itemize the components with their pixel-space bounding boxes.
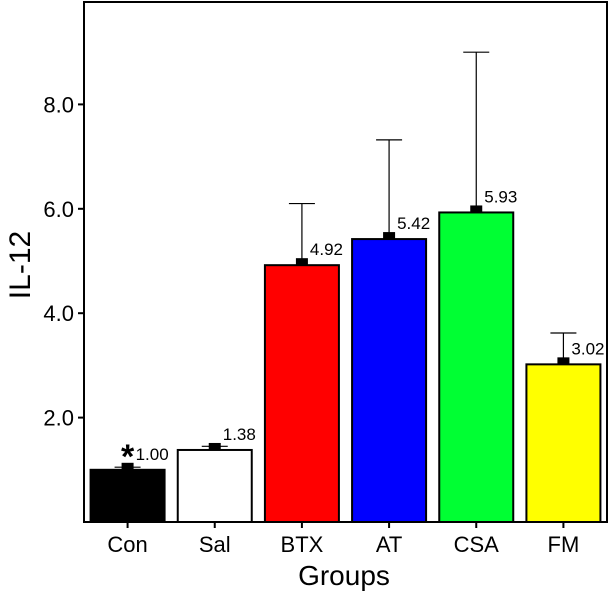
bar-con bbox=[89, 468, 166, 523]
value-label-at: 5.42 bbox=[397, 214, 430, 233]
y-tick-label: 8.0 bbox=[43, 92, 74, 117]
x-tick-label-at: AT bbox=[376, 532, 402, 557]
x-axis: Con Sal BTX AT CSA FM bbox=[107, 522, 579, 557]
mean-marker-con bbox=[121, 462, 134, 470]
mean-marker-sal bbox=[208, 442, 221, 450]
mean-marker-at bbox=[383, 232, 396, 240]
mean-marker-fm bbox=[557, 357, 570, 365]
value-label-csa: 5.93 bbox=[484, 187, 517, 206]
x-tick-label-csa: CSA bbox=[454, 532, 500, 557]
bar-at bbox=[351, 238, 428, 524]
value-label-sal: 1.38 bbox=[223, 425, 256, 444]
y-tick-label: 4.0 bbox=[43, 301, 74, 326]
bars-group: 1.00* 1.38 4.92 5.42 5.93 3.02 bbox=[89, 51, 605, 524]
value-label-fm: 3.02 bbox=[571, 339, 604, 358]
y-tick-label: 6.0 bbox=[43, 197, 74, 222]
x-tick-label-fm: FM bbox=[548, 532, 580, 557]
x-tick-label-sal: Sal bbox=[199, 532, 231, 557]
bar-sal bbox=[176, 448, 253, 523]
y-axis-label: IL-12 bbox=[4, 231, 37, 299]
bar-fm bbox=[525, 363, 602, 523]
bar-csa bbox=[438, 211, 515, 523]
plot-frame bbox=[83, 1, 608, 523]
mean-marker-csa bbox=[470, 205, 483, 213]
x-axis-label: Groups bbox=[298, 560, 390, 591]
x-tick-label-con: Con bbox=[107, 532, 147, 557]
significance-asterisk: * bbox=[121, 438, 135, 476]
value-label-btx: 4.92 bbox=[310, 240, 343, 259]
value-label-con: 1.00 bbox=[136, 445, 169, 464]
y-tick-label: 2.0 bbox=[43, 406, 74, 431]
bar-btx bbox=[263, 264, 340, 523]
mean-marker-btx bbox=[295, 258, 308, 266]
x-tick-label-btx: BTX bbox=[281, 532, 324, 557]
y-axis: 2.0 4.0 6.0 8.0 bbox=[43, 92, 84, 431]
